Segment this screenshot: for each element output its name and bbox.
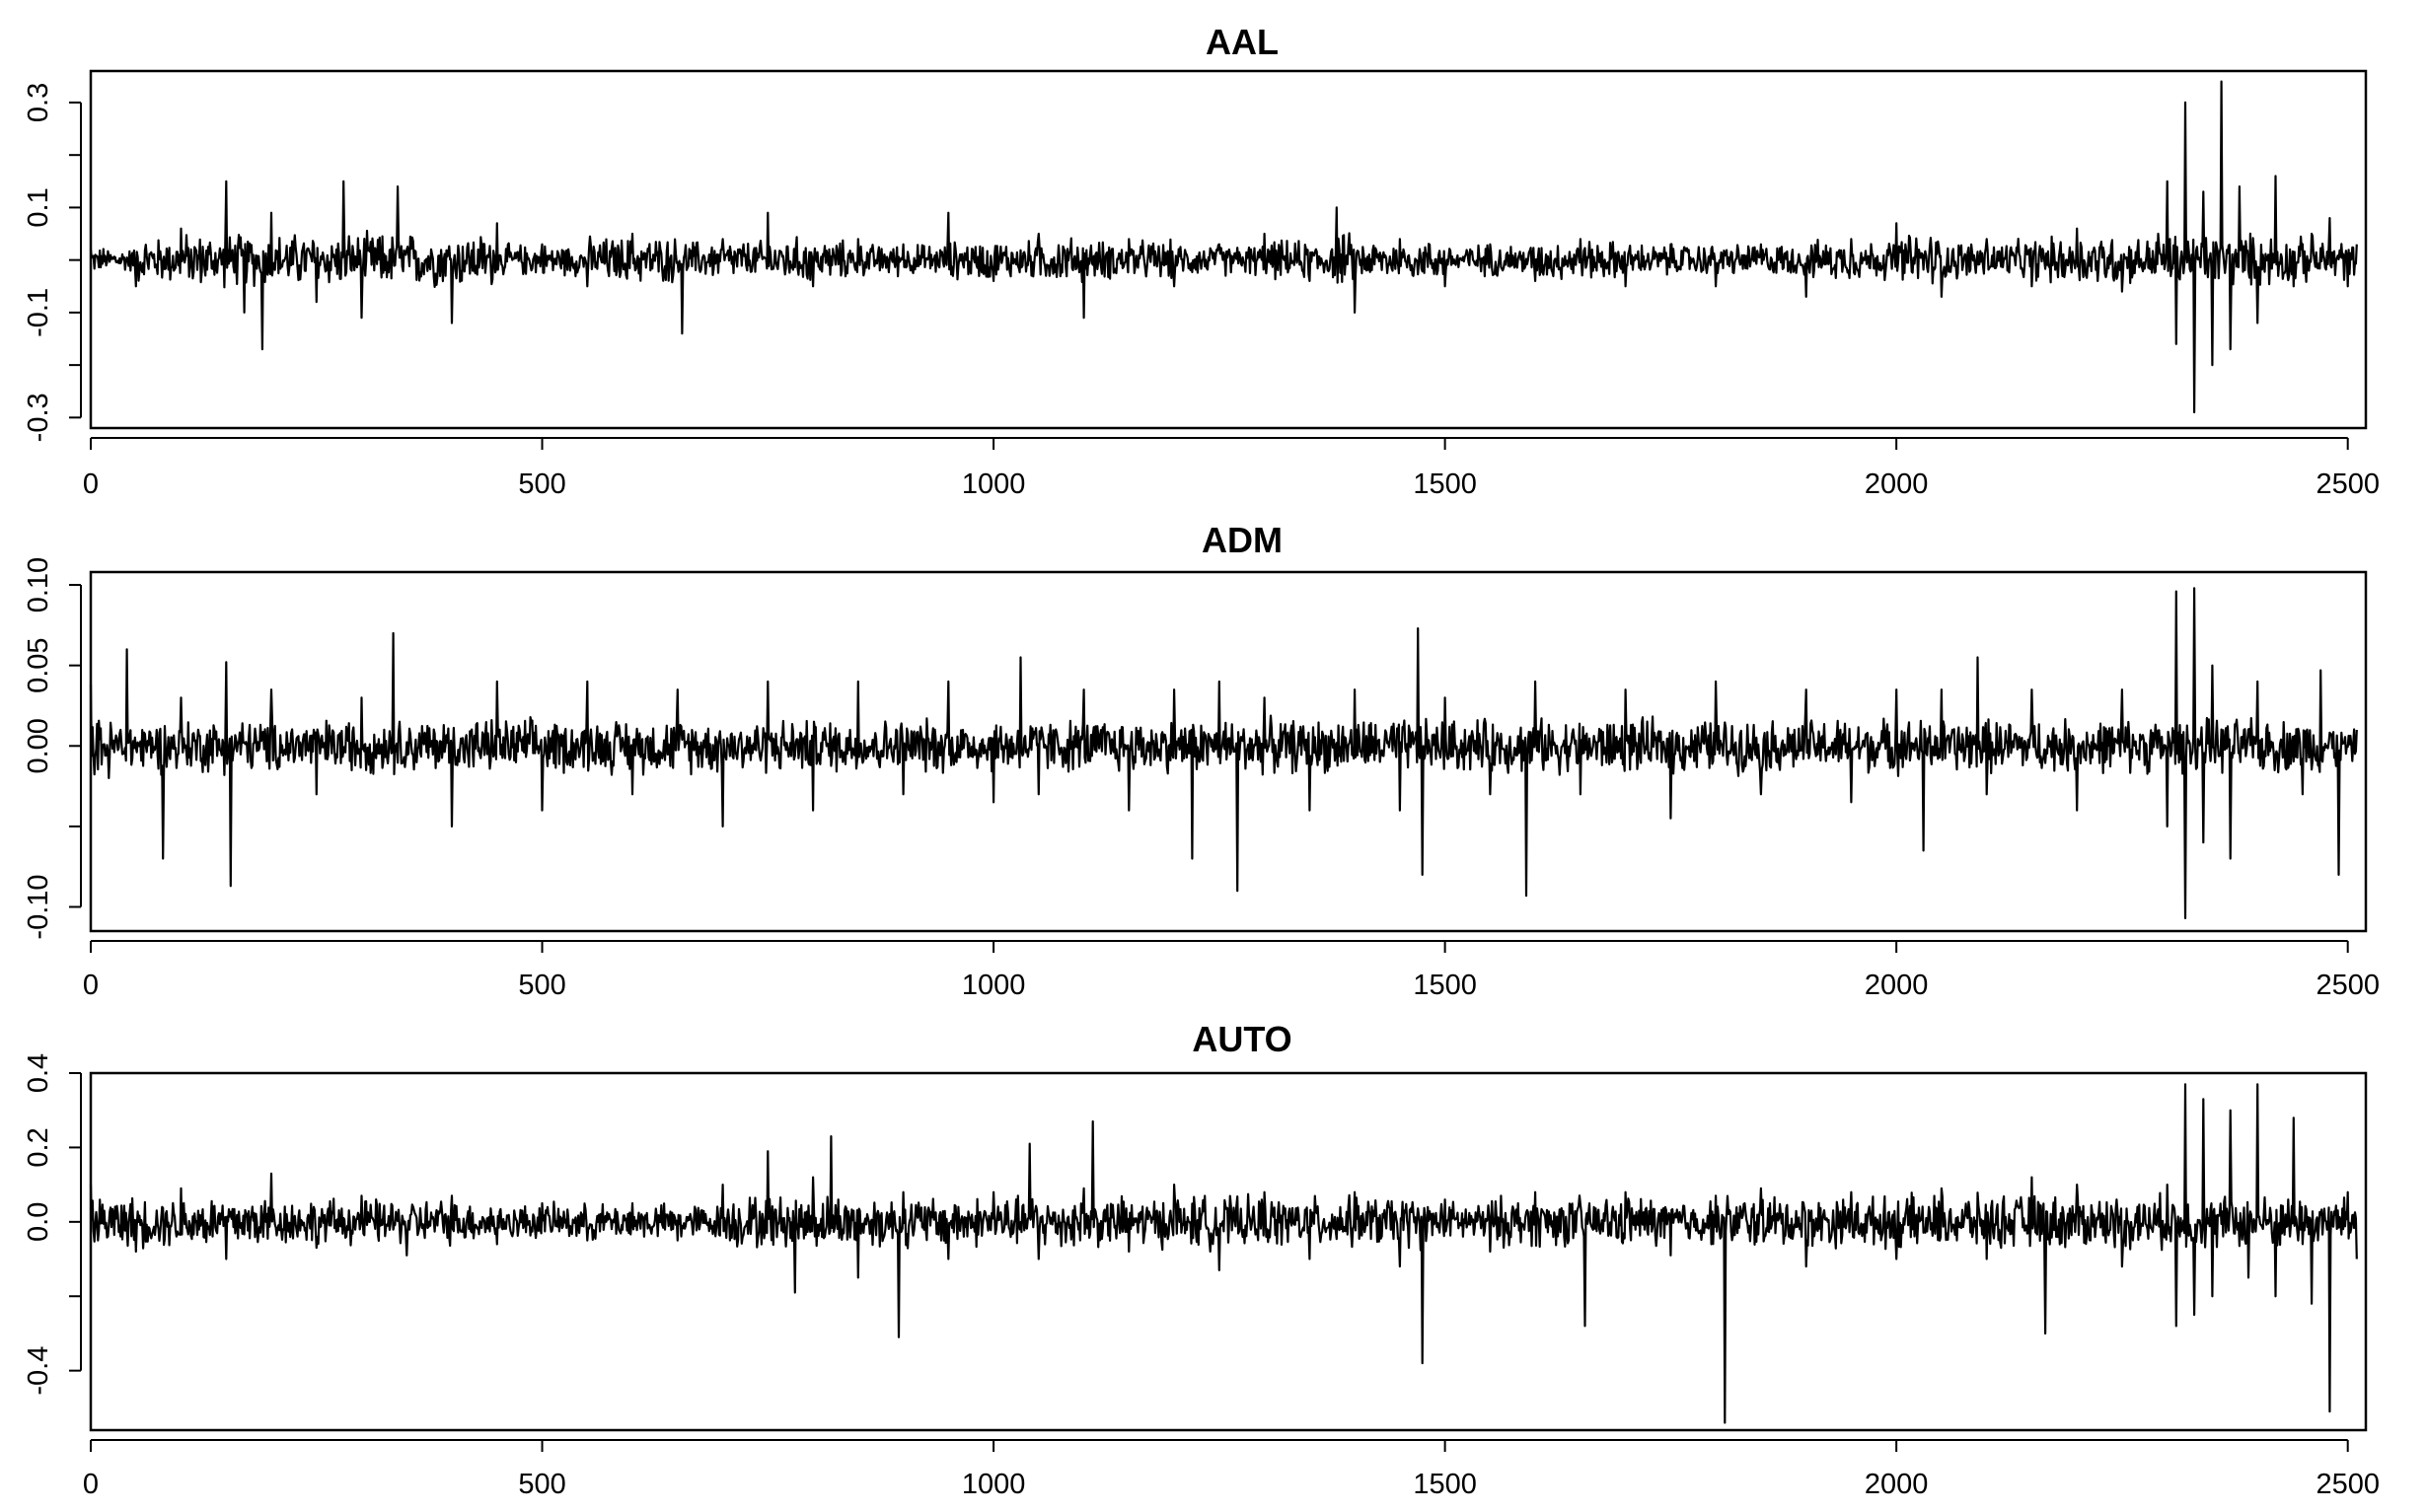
y-tick-label: -0.1 [23, 288, 54, 337]
x-tick-label: 2500 [2316, 1469, 2380, 1500]
y-tick-label: 0.4 [23, 1053, 54, 1093]
x-tick-label: 2500 [2316, 970, 2380, 1001]
y-tick-label: 0.3 [23, 83, 54, 122]
chart-title: AAL [1206, 22, 1279, 62]
y-tick-label: 0.2 [23, 1127, 54, 1167]
series-line-adm [89, 587, 2358, 919]
y-tick-label: -0.4 [23, 1346, 54, 1396]
x-tick-label: 500 [518, 468, 565, 500]
x-tick-label: 2000 [1865, 970, 1929, 1001]
y-tick-label: 0.0 [23, 1202, 54, 1242]
chart-panel-aal: AAL 0 500 1000 1500 2000 2500 -0.3 -0.1 0.1 0.3 [23, 22, 2380, 500]
x-tick-label: 0 [83, 970, 99, 1001]
chart-panel-auto: AUTO 0 500 1000 1500 2000 2500 -0.4 0.0 0.2 0.4 [23, 1019, 2380, 1500]
series-line-auto [89, 1083, 2358, 1424]
x-tick-label: 1000 [962, 970, 1026, 1001]
x-tick-label: 1500 [1413, 970, 1477, 1001]
chart-panel-adm: ADM 0 500 1000 1500 2000 2500 -0.10 0.00 0.05 0.10 [23, 520, 2380, 1001]
y-tick-label: 0.1 [23, 187, 54, 227]
plot-frame [89, 1071, 2368, 1432]
x-tick-label: 500 [518, 970, 565, 1001]
series-line-aal [89, 80, 2358, 414]
y-tick-label: -0.10 [23, 874, 54, 939]
y-tick-label: 0.00 [23, 718, 54, 773]
x-tick-label: 500 [518, 1469, 565, 1500]
x-tick-label: 1000 [962, 1469, 1026, 1500]
x-tick-label: 0 [83, 468, 99, 500]
x-tick-label: 0 [83, 1469, 99, 1500]
chart-title: AUTO [1192, 1019, 1291, 1059]
x-tick-label: 1000 [962, 468, 1026, 500]
chart-title: ADM [1202, 520, 1283, 560]
y-tick-label: 0.10 [23, 557, 54, 612]
y-tick-label: 0.05 [23, 637, 54, 692]
x-tick-label: 2500 [2316, 468, 2380, 500]
x-tick-label: 2000 [1865, 468, 1929, 500]
y-tick-label: -0.3 [23, 393, 54, 442]
x-tick-label: 1500 [1413, 468, 1477, 500]
x-tick-label: 1500 [1413, 1469, 1477, 1500]
x-tick-label: 2000 [1865, 1469, 1929, 1500]
